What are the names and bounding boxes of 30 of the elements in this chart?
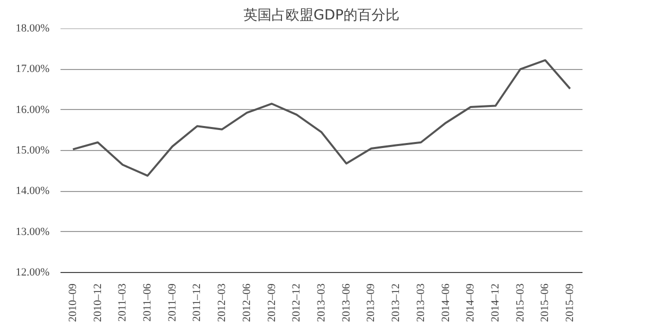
x-tick-label: 2013–03 bbox=[414, 283, 427, 322]
y-tick-label: 15.00% bbox=[16, 144, 50, 156]
y-tick-label: 14.00% bbox=[16, 185, 50, 198]
x-tick-label: 2011–03 bbox=[116, 283, 129, 322]
x-tick-label: 2012–12 bbox=[290, 284, 303, 322]
x-tick-label: 2014–06 bbox=[440, 283, 452, 322]
line-series bbox=[72, 59, 572, 177]
x-tick-label: 2011–09 bbox=[166, 283, 178, 322]
x-tick-label: 2010–12 bbox=[92, 284, 104, 322]
x-tick-label: 2012–09 bbox=[266, 283, 278, 322]
x-tick-label: 2011–12 bbox=[191, 284, 204, 322]
x-tick-label: 2013–12 bbox=[390, 284, 402, 322]
x-tick-label: 2012–03 bbox=[216, 283, 228, 322]
y-tick-label: 16.00% bbox=[16, 104, 50, 116]
x-tick-label: 2015–06 bbox=[539, 283, 552, 322]
x-tick-label: 2013–03 bbox=[316, 283, 328, 322]
x-tick-label: 2011–06 bbox=[142, 283, 154, 322]
chart-title: 英国占欧盟GDP的百分比 bbox=[243, 8, 400, 24]
x-tick-label: 2014–12 bbox=[490, 284, 502, 322]
y-tick-label: 12.00% bbox=[16, 266, 50, 278]
y-tick-label: 17.00% bbox=[16, 63, 50, 76]
x-tick-label: 2010–09 bbox=[66, 283, 79, 322]
x-tick-label: 2013–09 bbox=[365, 283, 378, 322]
y-tick-label: 13.00% bbox=[16, 226, 50, 238]
x-tick-label: 2014–09 bbox=[464, 283, 477, 322]
x-tick-label: 2015–09 bbox=[564, 283, 576, 322]
y-tick-label: 18.00% bbox=[16, 22, 50, 34]
x-tick-label: 2012–06 bbox=[240, 283, 253, 322]
x-tick-label: 2015–03 bbox=[514, 283, 526, 322]
x-tick-label: 2013–06 bbox=[340, 283, 352, 322]
